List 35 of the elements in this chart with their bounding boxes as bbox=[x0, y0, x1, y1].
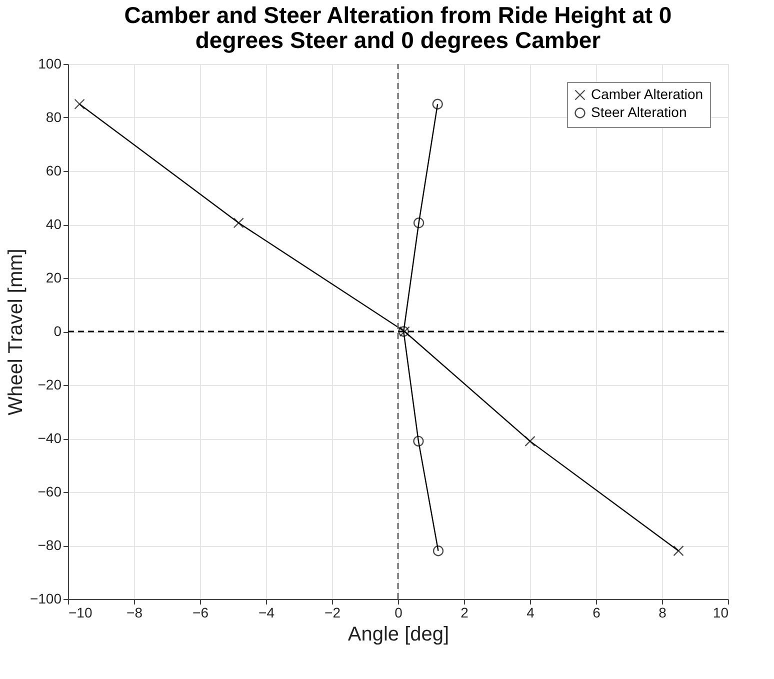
x-axis-title: Angle [deg] bbox=[348, 624, 450, 646]
y-tick-label: 100 bbox=[38, 56, 62, 72]
point bbox=[673, 546, 684, 556]
legend-label: Steer Alteration bbox=[591, 104, 687, 120]
x-tick-label: 6 bbox=[592, 604, 601, 620]
y-tick-label: 20 bbox=[46, 270, 62, 286]
legend-label: Camber Alteration bbox=[591, 86, 704, 102]
point bbox=[413, 218, 424, 228]
y-tick-label: −60 bbox=[38, 484, 62, 500]
y-tick-label: −20 bbox=[38, 376, 62, 392]
x-tick-label: −4 bbox=[258, 604, 275, 620]
x-tick-label: 8 bbox=[658, 604, 667, 620]
y-tick-label: 40 bbox=[46, 216, 62, 232]
x-tick-label: 2 bbox=[460, 604, 469, 620]
chart-title: Camber and Steer Alteration from Ride Height at 0 degrees Steer and 0 degrees Camber bbox=[124, 2, 672, 53]
y-tick-label: −100 bbox=[30, 590, 62, 606]
x-tick-label: 4 bbox=[526, 604, 535, 620]
x-tick-label: 10 bbox=[712, 604, 729, 620]
point bbox=[74, 98, 85, 110]
x-tick-label: −10 bbox=[68, 604, 92, 620]
x-tick-label: −8 bbox=[126, 604, 143, 620]
point bbox=[233, 218, 244, 228]
point bbox=[524, 436, 536, 447]
point bbox=[432, 98, 443, 110]
y-tick-label: 60 bbox=[46, 162, 62, 178]
y-tick-label: 0 bbox=[54, 323, 62, 339]
y-axis-title: Wheel Travel [mm] bbox=[4, 248, 27, 416]
x-tick-label: −2 bbox=[324, 604, 341, 620]
y-tick-label: −80 bbox=[38, 537, 62, 553]
point bbox=[432, 546, 444, 556]
x-tick-label: 0 bbox=[394, 604, 403, 620]
y-tick-label: −40 bbox=[38, 430, 62, 446]
x-tick-label: −6 bbox=[192, 604, 209, 620]
y-tick-label: 80 bbox=[46, 109, 62, 125]
point bbox=[413, 436, 424, 447]
